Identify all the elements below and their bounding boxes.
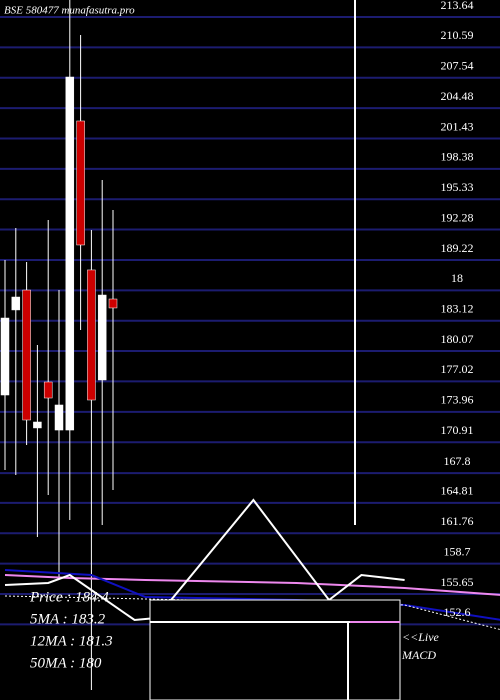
chart-title: BSE 580477 munafasutra.pro <box>4 5 135 17</box>
info-price: Price : 184.4 <box>29 589 109 605</box>
y-tick-label: 201.43 <box>441 119 474 133</box>
ma-line <box>4 569 500 621</box>
y-tick-label: 177.02 <box>441 362 474 376</box>
info-12ma: 12MA : 181.3 <box>30 633 113 649</box>
ma-line <box>4 574 500 596</box>
info-5ma: 5MA : 183.2 <box>30 611 106 627</box>
candle-body <box>11 296 21 311</box>
candle-body <box>22 289 31 421</box>
y-tick-label: 167.8 <box>444 454 471 468</box>
y-tick-label: 210.59 <box>441 28 474 42</box>
y-tick-label: 161.76 <box>441 514 474 528</box>
y-tick-label: 152.6 <box>444 605 471 619</box>
y-tick-label: 170.91 <box>441 423 474 437</box>
y-tick-label: 183.12 <box>441 301 474 315</box>
candle-body <box>43 381 53 399</box>
y-tick-label: 195.33 <box>441 180 474 194</box>
y-tick-label: 155.65 <box>441 575 474 589</box>
y-tick-label: 18 <box>451 271 463 285</box>
y-tick-label: 189.22 <box>441 241 474 255</box>
candle-body <box>0 317 10 396</box>
info-50ma: 50MA : 180 <box>30 655 102 671</box>
candle-body <box>108 298 118 309</box>
candle-body <box>65 76 75 431</box>
y-tick-label: 213.64 <box>441 0 474 12</box>
candle-body <box>97 294 107 381</box>
y-tick-label: 192.28 <box>441 210 474 224</box>
y-tick-label: 158.7 <box>444 544 471 558</box>
candle-body <box>87 269 96 401</box>
y-tick-label: 207.54 <box>441 58 474 72</box>
macd-label: MACD <box>401 648 436 662</box>
candle-body <box>54 404 64 431</box>
y-tick-label: 164.81 <box>441 484 474 498</box>
y-tick-label: 204.48 <box>441 89 474 103</box>
macd-box <box>149 599 401 700</box>
candle-body <box>33 421 42 429</box>
candle-body <box>76 120 85 246</box>
y-tick-label: 180.07 <box>441 332 474 346</box>
macd-label: <<Live <box>402 630 440 644</box>
y-tick-label: 198.38 <box>441 150 474 164</box>
y-tick-label: 173.96 <box>441 393 474 407</box>
